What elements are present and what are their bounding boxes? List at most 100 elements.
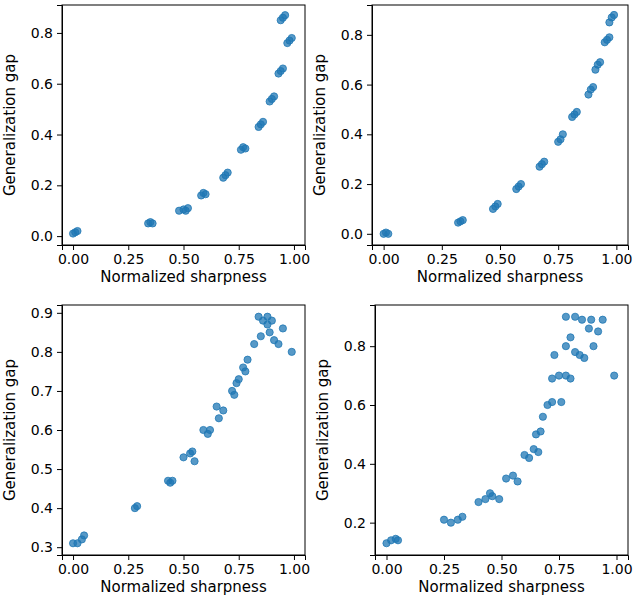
point	[562, 313, 569, 320]
point	[257, 333, 264, 340]
point	[279, 65, 286, 72]
x-tick-label: 0.00	[58, 251, 89, 267]
point	[288, 348, 295, 355]
y-tick: 0.9	[31, 305, 62, 321]
x-tick-label: 0.50	[485, 251, 516, 267]
x-tick-mark	[387, 555, 388, 560]
point	[279, 325, 286, 332]
y-tick-label: 0.4	[344, 456, 366, 472]
frame	[62, 305, 305, 555]
y-tick-label: 0.2	[31, 177, 53, 193]
point	[585, 325, 592, 332]
point	[134, 503, 141, 510]
x-axis: 0.000.250.500.751.00	[58, 245, 310, 267]
point	[573, 108, 580, 115]
point	[213, 403, 220, 410]
x-tick-mark	[294, 555, 295, 560]
x-tick-mark	[558, 245, 559, 250]
x-tick-mark	[559, 555, 560, 560]
x-tick: 0.00	[58, 555, 89, 577]
point	[486, 490, 493, 497]
y-tick: 0.2	[31, 177, 62, 193]
point	[268, 317, 275, 324]
frame	[62, 5, 305, 245]
y-axis-title: Generalization gap	[314, 359, 332, 501]
point	[224, 169, 231, 176]
panel: 0.000.250.500.751.000.20.40.60.8Normaliz…	[314, 305, 633, 596]
x-axis-line	[373, 246, 629, 251]
point	[572, 313, 579, 320]
point	[235, 376, 242, 383]
panel: 0.000.250.500.751.000.30.40.50.60.70.80.…	[1, 305, 310, 596]
y-tick-mark	[57, 135, 62, 136]
x-tick-mark	[73, 245, 74, 250]
y-tick-mark	[57, 508, 62, 509]
x-tick-label: 0.00	[369, 251, 400, 267]
x-tick: 0.00	[369, 245, 400, 267]
point	[275, 340, 282, 347]
y-tick: 0.4	[31, 500, 62, 516]
point	[459, 217, 466, 224]
x-axis: 0.000.250.500.751.00	[58, 555, 310, 577]
x-tick-label: 0.50	[486, 561, 517, 577]
x-tick: 0.25	[113, 245, 144, 267]
y-tick: 0.6	[341, 77, 372, 93]
x-axis-title: Normalized sharpness	[417, 268, 584, 286]
x-tick-mark	[128, 555, 129, 560]
point	[266, 329, 273, 336]
x-tick-label: 0.75	[544, 561, 575, 577]
x-tick-label: 0.75	[543, 251, 574, 267]
y-tick: 0.8	[341, 27, 372, 43]
x-tick-label: 0.25	[113, 561, 144, 577]
point	[514, 478, 521, 485]
point	[440, 516, 447, 523]
y-tick-mark	[370, 464, 375, 465]
y-tick-label: 0.4	[31, 500, 53, 516]
y-tick-mark	[367, 134, 372, 135]
x-tick: 0.75	[544, 555, 575, 577]
y-tick-label: 0.8	[344, 338, 366, 354]
point	[599, 316, 606, 323]
y-axis: 0.20.40.60.8	[344, 306, 376, 556]
point	[169, 477, 176, 484]
points	[69, 12, 295, 238]
point	[149, 220, 156, 227]
x-axis: 0.000.250.500.751.00	[371, 555, 632, 577]
x-tick: 0.50	[168, 555, 199, 577]
y-tick: 0.7	[31, 383, 62, 399]
point	[606, 34, 613, 41]
x-axis-line	[63, 556, 306, 561]
y-tick-mark	[370, 346, 375, 347]
panel: 0.000.250.500.751.000.00.20.40.60.8Norma…	[311, 5, 632, 286]
x-axis-title: Normalized sharpness	[100, 578, 267, 596]
x-tick: 0.00	[371, 555, 402, 577]
x-tick: 0.75	[543, 245, 574, 267]
point	[288, 34, 295, 41]
point	[74, 227, 81, 234]
y-tick-mark	[57, 391, 62, 392]
point	[503, 475, 510, 482]
point	[215, 415, 222, 422]
y-tick-label: 0.4	[31, 127, 53, 143]
x-tick-mark	[384, 245, 385, 250]
point	[191, 458, 198, 465]
x-axis-line	[376, 556, 629, 561]
x-tick-mark	[617, 555, 618, 560]
point	[555, 372, 562, 379]
y-tick: 0.8	[31, 344, 62, 360]
panel: 0.000.250.500.751.000.00.20.40.60.8Norma…	[1, 5, 310, 286]
y-tick: 0.2	[341, 176, 372, 192]
point	[459, 513, 466, 520]
point	[204, 430, 211, 437]
x-tick-mark	[128, 245, 129, 250]
y-tick-mark	[367, 85, 372, 86]
x-tick-mark	[184, 555, 185, 560]
x-tick: 1.00	[601, 555, 632, 577]
y-tick-mark	[367, 234, 372, 235]
point	[589, 83, 596, 90]
x-axis-title: Normalized sharpness	[100, 268, 267, 286]
x-tick-mark	[502, 555, 503, 560]
y-tick-label: 0.3	[31, 539, 53, 555]
y-tick: 0.6	[31, 422, 62, 438]
y-tick-label: 0.5	[31, 461, 53, 477]
